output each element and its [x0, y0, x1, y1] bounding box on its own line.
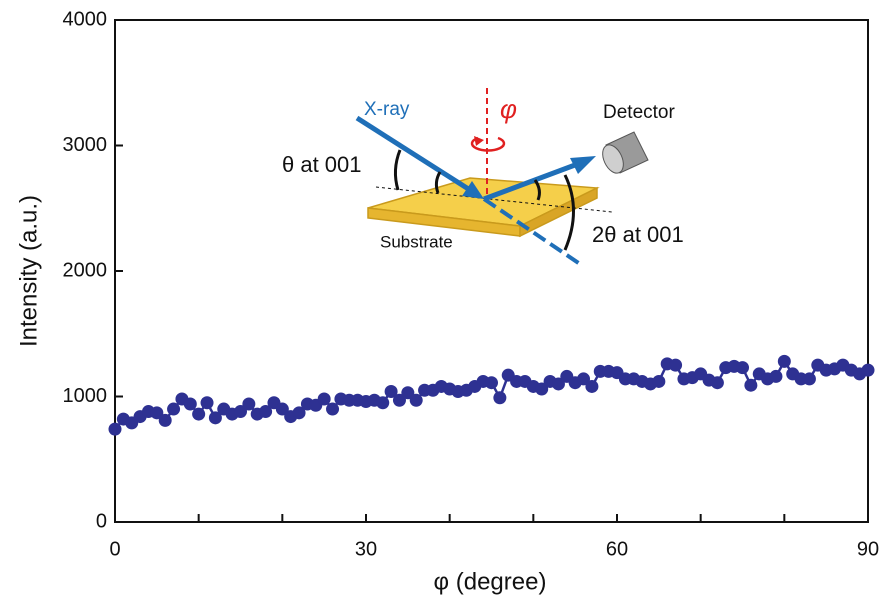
substrate-label: Substrate: [380, 232, 453, 251]
data-point: [108, 422, 122, 436]
data-point: [669, 358, 683, 372]
data-point: [384, 384, 398, 398]
data-point: [326, 402, 340, 416]
data-point: [208, 411, 222, 425]
data-point: [234, 405, 247, 419]
data-point: [200, 396, 214, 410]
data-point: [292, 406, 306, 420]
data-point: [535, 382, 549, 396]
data-point: [777, 354, 791, 368]
xray-label: X-ray: [364, 99, 410, 120]
incident-beam: [355, 115, 472, 193]
x-tick-label: 30: [355, 538, 377, 560]
data-point: [409, 393, 423, 407]
data-point: [652, 374, 666, 388]
data-point: [275, 402, 289, 416]
y-tick-label: 0: [96, 510, 107, 532]
data-point: [744, 378, 758, 392]
data-point: [167, 402, 181, 416]
theta-arc-out: [533, 179, 541, 201]
y-tick-label: 1000: [63, 385, 108, 407]
data-point: [183, 397, 197, 411]
plot-frame: [114, 19, 869, 523]
data-point: [551, 377, 565, 391]
data-point: [710, 376, 724, 390]
theta-arc-inner: [434, 171, 442, 194]
diffracted-beam: [483, 162, 576, 202]
data-point: [150, 406, 164, 420]
data-point: [317, 392, 331, 406]
y-tick-label: 4000: [63, 8, 108, 30]
data-point: [485, 376, 498, 390]
diffracted-arrowhead: [570, 156, 596, 174]
detector-face: [602, 144, 624, 174]
phi-label: φ: [500, 94, 517, 124]
rotation-arrowhead: [474, 136, 484, 146]
y-tick-label: 2000: [63, 259, 108, 281]
y-tick-label: 3000: [63, 134, 108, 156]
data-point: [259, 405, 273, 419]
incident-arrowhead: [462, 181, 484, 199]
data-point: [242, 397, 256, 411]
two-theta-label: 2θ at 001: [592, 222, 684, 247]
data-point: [401, 386, 415, 400]
data-point: [736, 361, 749, 375]
data-point: [392, 393, 406, 407]
detector-label: Detector: [603, 102, 675, 123]
x-tick-label: 0: [109, 538, 120, 560]
data-point: [802, 372, 816, 386]
data-point: [577, 372, 591, 386]
diagram: X-ray φ Detector θ at 001 Substrate 2θ a…: [282, 88, 684, 266]
data-point: [192, 407, 206, 421]
two-theta-arc: [563, 174, 575, 251]
theta-arc: [393, 149, 402, 191]
data-point: [769, 369, 783, 383]
data-point: [158, 413, 172, 427]
data-point: [376, 396, 390, 410]
data-point: [861, 363, 875, 377]
y-axis-title: Intensity (a.u.): [15, 195, 42, 347]
data-point: [585, 379, 599, 393]
x-tick-label: 60: [606, 538, 628, 560]
x-axis-title: φ (degree): [434, 568, 547, 595]
rotation-arrow: [470, 136, 506, 152]
x-tick-label: 90: [857, 538, 879, 560]
theta-label: θ at 001: [282, 152, 362, 177]
data-point: [493, 391, 507, 405]
detector: [602, 131, 649, 174]
